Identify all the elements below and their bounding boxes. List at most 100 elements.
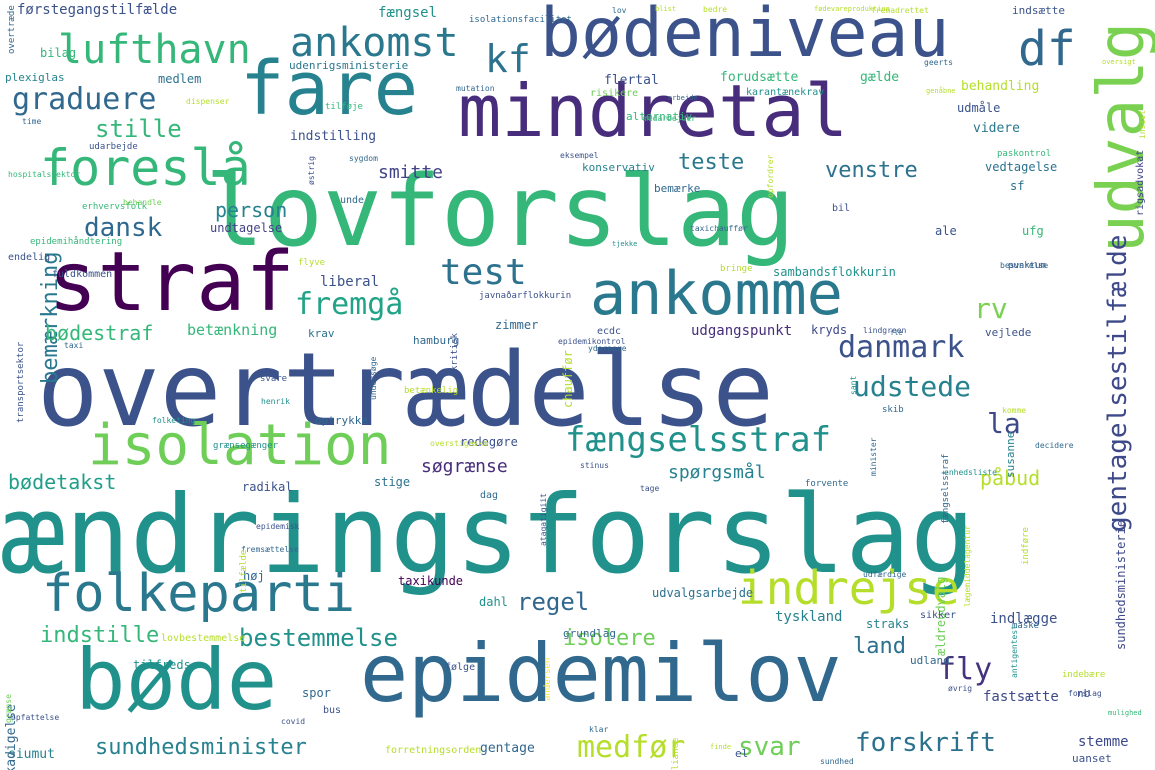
- cloud-word: rv: [974, 292, 1008, 325]
- cloud-word: krav: [308, 327, 335, 340]
- cloud-word: bemærke: [654, 182, 701, 195]
- cloud-word: svare: [260, 374, 288, 384]
- cloud-word: minister: [869, 437, 878, 476]
- cloud-word: mindretal: [458, 69, 849, 153]
- cloud-word: kryds: [811, 323, 848, 337]
- cloud-word: vedtagelse: [985, 160, 1058, 174]
- cloud-word: risikere: [590, 88, 639, 99]
- cloud-word: udgangspunkt: [691, 323, 793, 339]
- cloud-word: tage: [640, 484, 660, 493]
- cloud-word: ataqatigiit: [539, 493, 548, 546]
- cloud-word: blist: [655, 5, 677, 13]
- cloud-word: henrik: [261, 397, 290, 406]
- cloud-word: lovbestemmelse: [161, 633, 246, 644]
- cloud-word: forudsætte: [720, 70, 799, 85]
- cloud-word: kritisk: [450, 333, 460, 371]
- cloud-word: hospitalssektor: [8, 170, 81, 179]
- cloud-word: påbud: [980, 466, 1041, 490]
- cloud-word: stille: [95, 115, 182, 143]
- cloud-word: indføre: [1021, 527, 1031, 565]
- cloud-word: uanset: [1072, 752, 1112, 765]
- cloud-word: fuldkommen: [52, 269, 113, 280]
- cloud-word: covid: [281, 717, 306, 726]
- cloud-word: overtræde: [7, 5, 17, 54]
- cloud-word: el: [735, 747, 749, 760]
- cloud-word: isolationsfacilitet: [469, 15, 572, 25]
- cloud-word: bødeniveau: [540, 0, 950, 73]
- cloud-word: insist: [1138, 110, 1147, 139]
- cloud-word: isolere: [563, 626, 656, 651]
- cloud-word: punktum: [1008, 261, 1046, 271]
- cloud-word: tyskland: [775, 609, 843, 625]
- cloud-word: behandling: [961, 79, 1040, 94]
- cloud-word: ufg: [1022, 224, 1044, 238]
- cloud-word: fle: [890, 329, 903, 337]
- cloud-word: indlægge: [990, 611, 1058, 627]
- cloud-word: overstigeskæ: [430, 439, 488, 448]
- cloud-word: førstegangstilfælde: [17, 2, 178, 18]
- cloud-word: graduere: [12, 82, 157, 117]
- cloud-word: fødevareproduktion: [814, 5, 890, 13]
- cloud-word: bus: [323, 705, 342, 716]
- cloud-word: stemme: [1078, 734, 1129, 750]
- cloud-word: karantænekrav: [746, 87, 825, 98]
- cloud-word: fremgå: [295, 287, 404, 322]
- cloud-word: lindgreen: [863, 326, 907, 335]
- cloud-word: regel: [517, 588, 590, 616]
- cloud-word: spor: [302, 686, 331, 700]
- cloud-word: forretningsorden: [385, 745, 482, 756]
- cloud-word: bøde: [75, 631, 278, 729]
- cloud-word: undersøge: [369, 356, 378, 400]
- cloud-word: test: [440, 252, 527, 293]
- cloud-word: sundhedsminister: [95, 735, 307, 760]
- cloud-word: alternativ: [626, 110, 693, 123]
- cloud-word: siumut: [8, 747, 55, 762]
- cloud-word: folketing: [152, 416, 196, 425]
- cloud-word: time: [22, 117, 42, 126]
- cloud-word: fremsættelse: [241, 545, 299, 554]
- cloud-word: bødetakst: [8, 470, 117, 494]
- cloud-word: indrejse: [738, 561, 960, 615]
- cloud-word: tilføje: [325, 102, 363, 112]
- cloud-word: udfærdige: [863, 570, 907, 579]
- cloud-word: øvrig: [948, 684, 973, 693]
- cloud-word: betænkelig: [404, 386, 459, 396]
- cloud-word: unde: [340, 195, 365, 206]
- cloud-word: erhvervsfolk: [82, 202, 148, 212]
- cloud-word: epidemihåndtering: [30, 237, 123, 247]
- cloud-word: følge: [445, 662, 476, 673]
- cloud-word: maske: [1012, 621, 1040, 631]
- cloud-word: optrykke: [315, 414, 368, 427]
- cloud-word: enhedsliste: [944, 468, 997, 477]
- cloud-word: isolation: [88, 413, 392, 478]
- cloud-word: fremadrettet: [871, 6, 929, 15]
- cloud-word: udvalgsarbejde: [652, 586, 754, 600]
- cloud-word: lov: [612, 6, 627, 15]
- cloud-word: dahl: [479, 595, 508, 609]
- cloud-word: overtrædelse: [37, 331, 774, 450]
- cloud-word: eksempel: [560, 151, 599, 160]
- cloud-word: nb: [1077, 687, 1091, 700]
- cloud-word: arbejde: [668, 94, 698, 102]
- cloud-word: foreslå: [40, 139, 251, 197]
- cloud-word: opfattelse: [11, 713, 60, 722]
- cloud-word: mulighed: [1108, 709, 1142, 717]
- cloud-word: lufthavn: [58, 27, 251, 73]
- cloud-word: udenrigsministerie: [289, 59, 409, 72]
- cloud-word: folkeparti: [42, 564, 356, 624]
- cloud-word: opfordrer: [766, 154, 775, 198]
- cloud-word: tjekke: [612, 240, 638, 248]
- cloud-word: finde: [710, 743, 732, 751]
- cloud-word: videre: [973, 121, 1020, 136]
- cloud-word: spørgsmål: [668, 462, 766, 483]
- cloud-word: lægemiddelagentur: [963, 525, 972, 607]
- cloud-word: ale: [935, 224, 957, 238]
- cloud-word: mutation: [456, 84, 495, 93]
- cloud-word: indebære: [1062, 670, 1106, 680]
- cloud-word: gælde: [860, 70, 900, 85]
- cloud-word: andersen: [543, 657, 553, 701]
- cloud-word: smitte: [378, 162, 444, 183]
- cloud-word: ændringsforslag: [0, 473, 976, 598]
- cloud-word: medarbejder: [643, 114, 696, 123]
